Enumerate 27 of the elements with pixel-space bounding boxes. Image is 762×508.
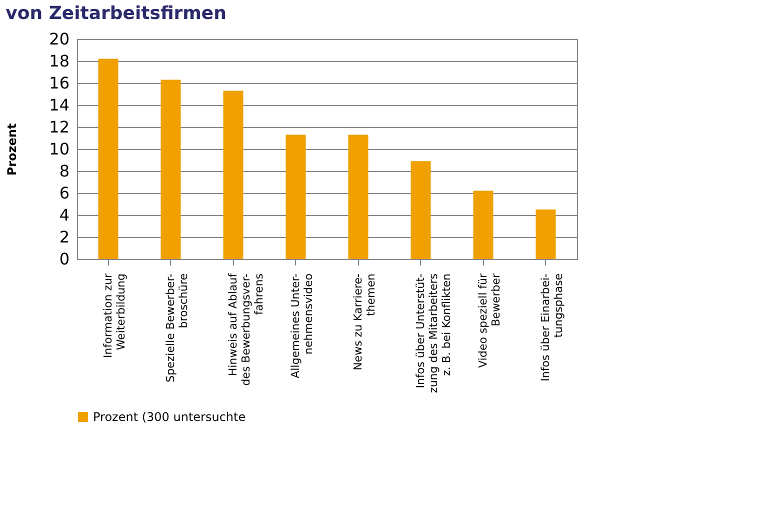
bar (223, 90, 244, 259)
bar (98, 58, 118, 259)
x-tick-label: Hinweis auf Ablauf des Bewerbungsver- fahrens (226, 272, 266, 386)
bar (160, 80, 181, 259)
y-tick-label: 6 (59, 184, 70, 202)
x-tick-label: Infos über Einarbei- tungsphase (538, 273, 565, 382)
y-tick-label: 16 (49, 74, 70, 92)
y-tick-label: 20 (49, 30, 70, 48)
x-tick-label: Spezielle Bewerber- broschüre (164, 273, 190, 382)
chart-title: von Zeitarbeitsfirmen (6, 3, 226, 24)
bar (410, 161, 431, 259)
y-tick-label: 10 (49, 140, 70, 158)
x-tick-label: Information zur Weiterbildung (101, 273, 128, 358)
y-tick-label: 14 (49, 96, 70, 114)
y-tick-label: 8 (59, 162, 70, 180)
bar (473, 190, 494, 259)
bar (286, 134, 306, 259)
y-tick-label: 12 (49, 118, 70, 136)
x-tick-label: News zu Karriere- themen (351, 273, 378, 370)
y-tick-label: 0 (59, 250, 70, 268)
y-tick-label: 2 (59, 228, 70, 246)
y-tick-label: 4 (59, 206, 70, 224)
bar (536, 210, 556, 259)
bar (348, 134, 368, 259)
y-tick-label: 18 (49, 52, 70, 70)
y-axis-title: Prozent (5, 123, 20, 176)
legend-label: Prozent (300 untersuchte (93, 410, 246, 424)
